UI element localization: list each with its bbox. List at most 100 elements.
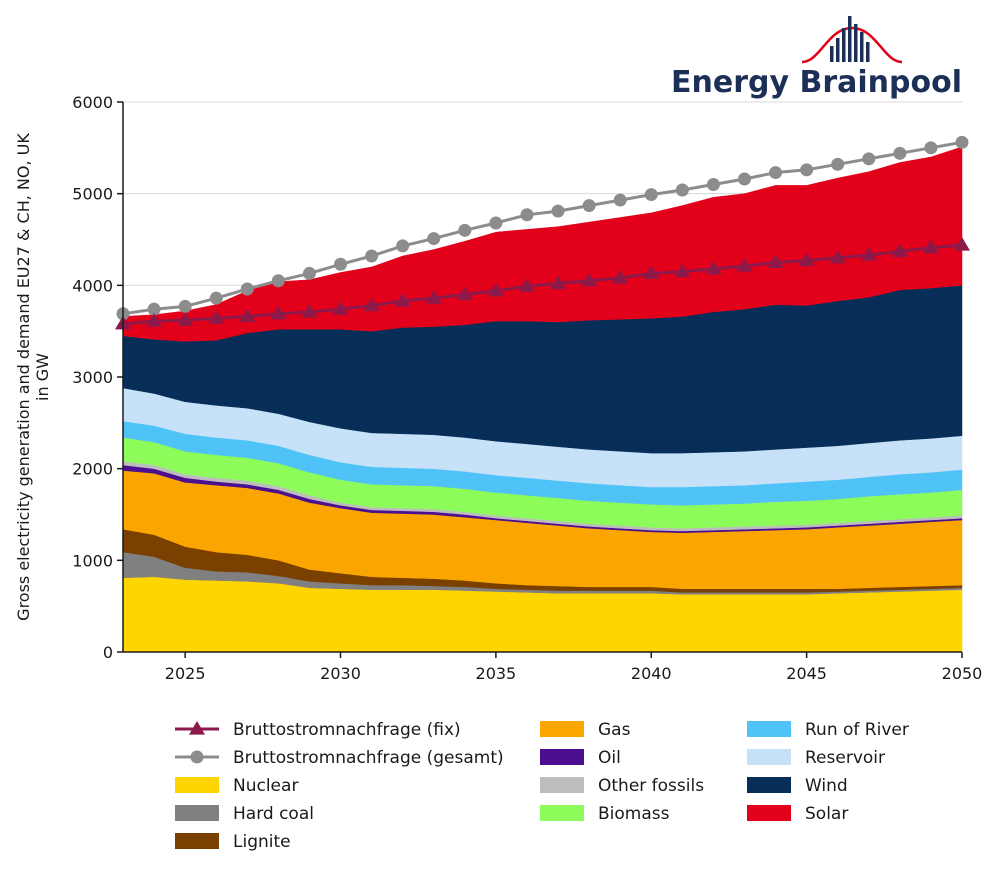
legend: Bruttostromnachfrage (fix) Bruttostromnac…	[175, 720, 909, 852]
legend-swatch	[747, 805, 791, 821]
x-tick-label: 2040	[631, 664, 672, 683]
demand-lines	[115, 135, 970, 330]
marker-bruttostromnachfrage-fix	[487, 282, 504, 297]
logo-bar	[842, 28, 846, 62]
marker-bruttostromnachfrage-gesamt	[334, 257, 348, 271]
y-axis-title: Gross electricity generation and demand …	[14, 133, 52, 621]
marker-bruttostromnachfrage-fix	[270, 305, 287, 320]
logo-bar	[854, 24, 858, 62]
legend-label: Biomass	[598, 804, 670, 824]
marker-bruttostromnachfrage-gesamt	[644, 188, 658, 202]
stacked-areas	[122, 146, 963, 653]
marker-bruttostromnachfrage-gesamt	[613, 193, 627, 207]
marker-bruttostromnachfrage-fix	[581, 272, 598, 287]
marker-bruttostromnachfrage-fix	[332, 301, 349, 315]
marker-bruttostromnachfrage-fix	[456, 286, 473, 301]
marker-bruttostromnachfrage-fix	[829, 249, 846, 264]
x-tick-label: 2030	[320, 664, 361, 683]
y-tick-label: 4000	[72, 276, 113, 295]
x-tick-label: 2025	[165, 664, 206, 683]
marker-bruttostromnachfrage-gesamt	[365, 249, 379, 263]
legend-label: Solar	[805, 804, 848, 824]
y-tick-label: 6000	[72, 93, 113, 112]
legend-label: Reservoir	[805, 748, 885, 768]
marker-bruttostromnachfrage-gesamt	[769, 166, 783, 180]
marker-bruttostromnachfrage-fix	[612, 270, 629, 284]
marker-bruttostromnachfrage-gesamt	[706, 178, 720, 191]
legend-swatch	[540, 777, 584, 793]
marker-bruttostromnachfrage-fix	[363, 297, 380, 312]
legend-item-solar: Solar	[747, 804, 848, 824]
marker-bruttostromnachfrage-fix	[550, 275, 567, 290]
legend-swatch	[540, 749, 584, 765]
logo-curve	[801, 26, 903, 64]
axes: 0 1000 2000 3000 4000 5000 6000 2025 2030 2035 204…	[14, 93, 982, 683]
legend-label: Oil	[598, 748, 621, 768]
legend-item-bruttostromnachfrage-fix: Bruttostromnachfrage (fix)	[175, 720, 461, 740]
marker-bruttostromnachfrage-fix	[767, 254, 784, 269]
legend-item-oil: Oil	[540, 748, 621, 768]
marker-bruttostromnachfrage-gesamt	[271, 274, 285, 288]
legend-item-lignite: Lignite	[175, 832, 291, 852]
marker-bruttostromnachfrage-gesamt	[831, 157, 845, 171]
legend-swatch	[175, 805, 219, 821]
x-tick-label: 2035	[476, 664, 517, 683]
x-tick-label: 2050	[942, 664, 983, 683]
legend-item-gas: Gas	[540, 720, 631, 740]
legend-label: Bruttostromnachfrage (fix)	[233, 720, 461, 740]
marker-bruttostromnachfrage-gesamt	[302, 266, 316, 280]
legend-item-wind: Wind	[747, 776, 848, 796]
marker-bruttostromnachfrage-gesamt	[862, 152, 876, 166]
logo-wordmark: Energy Brainpool	[671, 65, 962, 100]
marker-bruttostromnachfrage-gesamt	[675, 183, 689, 197]
marker-bruttostromnachfrage-fix	[705, 260, 722, 275]
legend-swatch	[175, 833, 219, 849]
legend-item-reservoir: Reservoir	[747, 748, 885, 768]
logo-bar	[860, 32, 864, 62]
marker-bruttostromnachfrage-gesamt	[396, 239, 410, 253]
marker-bruttostromnachfrage-gesamt	[893, 146, 907, 160]
marker-bruttostromnachfrage-gesamt	[209, 291, 223, 305]
legend-item-biomass: Biomass	[540, 804, 670, 824]
legend-swatch	[747, 749, 791, 765]
legend-item-nuclear: Nuclear	[175, 776, 298, 796]
marker-bruttostromnachfrage-gesamt	[582, 199, 596, 213]
marker-bruttostromnachfrage-gesamt	[240, 282, 254, 296]
legend-label: Hard coal	[233, 804, 314, 824]
marker-bruttostromnachfrage-fix	[208, 310, 225, 324]
legend-item-other-fossils: Other fossils	[540, 776, 704, 796]
energy-brainpool-logo: Energy Brainpool	[671, 16, 962, 100]
marker-bruttostromnachfrage-gesamt	[147, 302, 161, 316]
legend-swatch	[747, 721, 791, 737]
marker-bruttostromnachfrage-gesamt	[737, 172, 751, 186]
marker-bruttostromnachfrage-fix	[239, 308, 256, 323]
y-tick-label: 1000	[72, 551, 113, 570]
logo-bar	[830, 46, 834, 62]
legend-label: Run of River	[805, 720, 909, 740]
legend-item-bruttostromnachfrage-gesamt: Bruttostromnachfrage (gesamt)	[175, 748, 504, 768]
y-tick-label: 2000	[72, 460, 113, 479]
marker-bruttostromnachfrage-gesamt	[489, 216, 503, 230]
legend-label: Wind	[805, 776, 848, 796]
marker-bruttostromnachfrage-gesamt	[551, 204, 565, 218]
marker-bruttostromnachfrage-fix	[177, 312, 194, 326]
legend-marker	[190, 750, 204, 764]
marker-bruttostromnachfrage-fix	[798, 252, 815, 267]
marker-bruttostromnachfrage-fix	[860, 247, 877, 261]
marker-bruttostromnachfrage-fix	[891, 243, 908, 258]
legend-swatch	[175, 777, 219, 793]
marker-bruttostromnachfrage-gesamt	[955, 135, 969, 149]
line-bruttostromnachfrage-gesamt	[122, 140, 963, 316]
y-tick-label: 5000	[72, 185, 113, 204]
marker-bruttostromnachfrage-gesamt	[924, 141, 938, 155]
marker-bruttostromnachfrage-fix	[301, 303, 318, 318]
marker-bruttostromnachfrage-fix	[643, 265, 660, 280]
marker-bruttostromnachfrage-fix	[922, 239, 939, 254]
marker-bruttostromnachfrage-gesamt	[427, 232, 441, 246]
marker-bruttostromnachfrage-gesamt	[458, 223, 472, 237]
legend-label: Bruttostromnachfrage (gesamt)	[233, 748, 504, 768]
legend-item-hard-coal: Hard coal	[175, 804, 314, 824]
marker-bruttostromnachfrage-fix	[674, 263, 691, 278]
legend-marker	[189, 721, 205, 735]
